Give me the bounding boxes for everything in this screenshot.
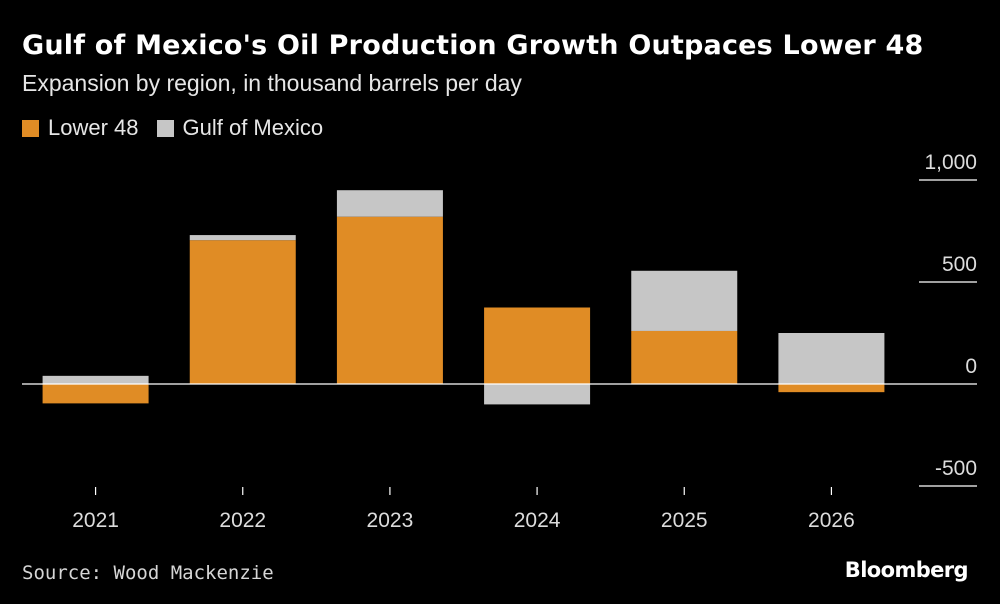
x-tick-label-2021: 2021	[72, 509, 119, 532]
y-tick-label-3: -500	[935, 457, 977, 480]
bar-gulf-of-mexico-2026	[778, 333, 885, 384]
bar-lower-48-2022	[189, 240, 296, 384]
x-tick-label-2024: 2024	[514, 509, 561, 532]
bar-lower-48-2024	[484, 307, 591, 384]
chart-subtitle: Expansion by region, in thousand barrels…	[22, 70, 522, 96]
x-tick-label-2022: 2022	[219, 509, 266, 532]
y-tick-label-0: 1,000	[924, 151, 977, 174]
x-tick-label-2026: 2026	[808, 509, 855, 532]
legend-label-gulf: Gulf of Mexico	[182, 115, 324, 140]
source-note: Source: Wood Mackenzie	[22, 562, 274, 584]
bar-gulf-of-mexico-2022	[189, 235, 296, 241]
x-tick-label-2023: 2023	[367, 509, 414, 532]
legend-item-lower48: Lower 48	[22, 115, 139, 141]
bar-lower-48-2025	[631, 330, 738, 384]
chart-title: Gulf of Mexico's Oil Production Growth O…	[22, 30, 924, 61]
bloomberg-logo: Bloomberg	[844, 558, 969, 582]
bar-gulf-of-mexico-2023	[336, 190, 443, 217]
legend: Lower 48 Gulf of Mexico	[22, 115, 341, 141]
bar-lower-48-2026	[778, 384, 885, 393]
legend-item-gulf: Gulf of Mexico	[156, 115, 324, 141]
bar-gulf-of-mexico-2021	[42, 375, 149, 384]
bar-gulf-of-mexico-2025	[631, 270, 738, 331]
bar-lower-48-2021	[42, 384, 149, 404]
x-tick-label-2025: 2025	[661, 509, 708, 532]
bar-gulf-of-mexico-2024	[484, 384, 591, 405]
legend-label-lower48: Lower 48	[48, 115, 139, 140]
y-tick-label-2: 0	[965, 355, 977, 378]
bar-lower-48-2023	[336, 216, 443, 384]
legend-swatch-gulf	[156, 119, 174, 137]
y-tick-label-1: 500	[942, 253, 977, 276]
legend-swatch-lower48	[22, 119, 39, 137]
